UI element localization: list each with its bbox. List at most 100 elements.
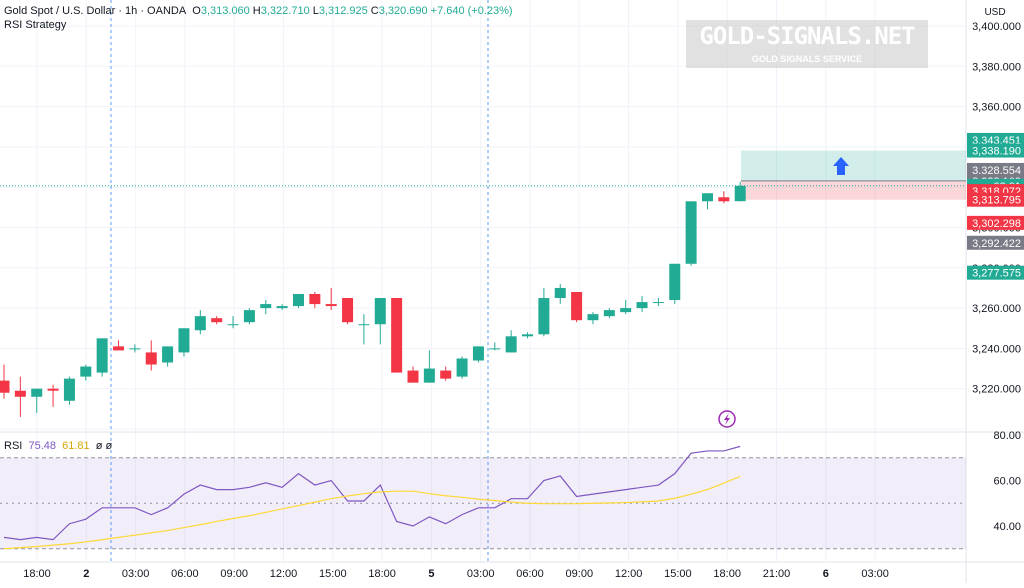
rsi-legend[interactable]: RSI 75.48 61.81 ø ø	[4, 440, 112, 452]
candle-body[interactable]	[260, 304, 272, 309]
candle-body[interactable]	[701, 193, 713, 202]
axis-price-tag	[967, 235, 1024, 250]
candle-body[interactable]	[407, 370, 419, 383]
axis-price-tag	[967, 192, 1024, 207]
take-profit-zone[interactable]	[741, 150, 966, 181]
strategy-label[interactable]: RSI Strategy	[4, 19, 67, 31]
time-tick-label: 15:00	[664, 568, 692, 580]
candle-body[interactable]	[358, 324, 370, 326]
candle-body[interactable]	[227, 324, 239, 326]
time-tick-label: 09:00	[220, 568, 248, 580]
price-tick-label: 3,260.000	[972, 303, 1021, 315]
watermark-title: GOLD-SIGNALS.NET	[699, 22, 915, 50]
open-label: O	[192, 5, 201, 17]
axis-price-tag	[967, 162, 1024, 177]
lightning-icon[interactable]	[718, 410, 736, 428]
candle-body[interactable]	[391, 298, 403, 373]
time-tick-label: 21:00	[763, 568, 791, 580]
candle-body[interactable]	[685, 201, 697, 264]
candle-body[interactable]	[342, 298, 354, 323]
stop-loss-zone[interactable]	[741, 180, 966, 200]
rsi-legend-name: RSI	[4, 440, 23, 452]
time-tick-label: 09:00	[566, 568, 594, 580]
watermark-logo: GOLD-SIGNALS.NET GOLD SIGNALS SERVICE	[686, 20, 928, 68]
rsi-tick-label: 60.00	[993, 476, 1021, 488]
candle-body[interactable]	[718, 197, 730, 202]
candle-body[interactable]	[603, 310, 615, 317]
time-tick-label: 2	[83, 568, 89, 580]
candle-body[interactable]	[47, 388, 59, 391]
time-tick-label: 12:00	[270, 568, 298, 580]
close-label: C	[370, 5, 379, 17]
candle-body[interactable]	[63, 378, 75, 401]
currency-label[interactable]: USD	[984, 7, 1005, 18]
candle-body[interactable]	[554, 287, 566, 299]
axis-price-tag-text: 3,277.575	[972, 268, 1021, 280]
candle-body[interactable]	[587, 314, 599, 321]
candle-body[interactable]	[14, 390, 26, 397]
candle-body[interactable]	[472, 346, 484, 361]
time-tick-label: 03:00	[467, 568, 495, 580]
candle-body[interactable]	[571, 291, 583, 321]
candle-body[interactable]	[80, 366, 92, 377]
candle-body[interactable]	[194, 316, 206, 331]
candle-body[interactable]	[374, 298, 386, 325]
rsi-tick-label: 80.00	[993, 430, 1021, 442]
candle-body[interactable]	[456, 358, 468, 377]
candle-body[interactable]	[489, 348, 501, 350]
candle-body[interactable]	[178, 328, 190, 353]
axis-price-tag-text: 3,313.795	[972, 195, 1021, 207]
low-value: 3,312.925	[318, 5, 368, 17]
lightning-bolt	[724, 413, 730, 425]
candle-body[interactable]	[423, 368, 435, 383]
candle-body[interactable]	[162, 346, 174, 363]
time-tick-label: 5	[428, 568, 434, 580]
time-tick-label: 06:00	[516, 568, 544, 580]
candle-body[interactable]	[129, 348, 141, 350]
candle-body[interactable]	[96, 338, 108, 373]
close-value: 3,320.690	[378, 5, 428, 17]
change-value: +7.640 (+0.23%)	[430, 5, 513, 17]
rsi-legend-extra: ø ø	[95, 440, 113, 452]
candle-body[interactable]	[309, 293, 321, 305]
time-tick-label: 18:00	[713, 568, 741, 580]
high-label: H	[252, 5, 261, 17]
candle-body[interactable]	[522, 334, 534, 337]
time-tick-label: 15:00	[319, 568, 347, 580]
candle-body[interactable]	[538, 298, 550, 335]
candle-body[interactable]	[669, 263, 681, 301]
watermark-subtitle: GOLD SIGNALS SERVICE	[751, 54, 863, 64]
symbol-description[interactable]: Gold Spot / U.S. Dollar · 1h · OANDA	[4, 5, 187, 17]
time-tick-label: 06:00	[171, 568, 199, 580]
candle-body[interactable]	[113, 346, 125, 351]
time-tick-label: 03:00	[122, 568, 150, 580]
axis-price-tag	[967, 143, 1024, 158]
candle-body[interactable]	[0, 380, 10, 393]
open-value: 3,313.060	[200, 5, 250, 17]
candle-body[interactable]	[734, 185, 746, 202]
buy-arrow-icon	[833, 157, 849, 175]
candle-body[interactable]	[440, 370, 452, 379]
candle-body[interactable]	[292, 293, 304, 307]
candle-body[interactable]	[276, 306, 288, 309]
candle-body[interactable]	[636, 302, 648, 309]
rsi-legend-value: 75.48	[28, 440, 56, 452]
time-tick-label: 18:00	[368, 568, 396, 580]
candle-body[interactable]	[243, 310, 255, 323]
time-tick-label: 03:00	[861, 568, 889, 580]
time-tick-label: 12:00	[615, 568, 643, 580]
candle-body[interactable]	[325, 304, 337, 307]
candle-body[interactable]	[620, 308, 632, 313]
candle-body[interactable]	[31, 388, 43, 397]
candle-body[interactable]	[652, 302, 664, 304]
price-tick-label: 3,380.000	[972, 61, 1021, 73]
price-tick-label: 3,220.000	[972, 384, 1021, 396]
price-tick-label: 3,400.000	[972, 21, 1021, 33]
legend-symbol-line[interactable]: Gold Spot / U.S. Dollar · 1h · OANDA O3,…	[4, 5, 513, 17]
candle-body[interactable]	[505, 336, 517, 353]
candle-body[interactable]	[211, 318, 223, 323]
candle-body[interactable]	[145, 352, 157, 365]
rsi-ma-line[interactable]	[3, 475, 741, 550]
